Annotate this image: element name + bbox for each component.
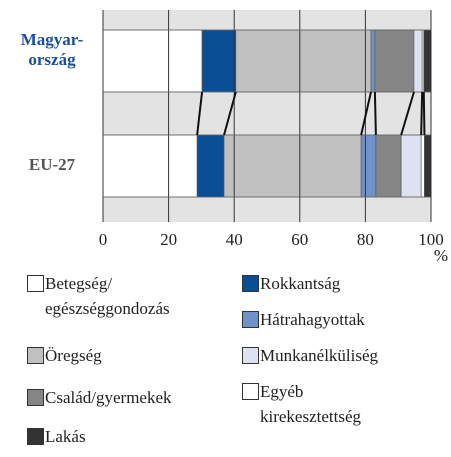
legend-swatch (242, 383, 259, 400)
bar-segment (420, 134, 425, 198)
x-tick-label: 0 (99, 230, 108, 249)
legend-swatch (27, 428, 44, 445)
x-unit: % (434, 246, 448, 265)
legend-label: Öregség (45, 346, 102, 365)
legend-label: Rokkantság (260, 274, 341, 293)
bar-segment (370, 29, 376, 93)
legend-label: Lakás (45, 427, 86, 446)
connector (196, 91, 204, 136)
legend-swatch (27, 389, 44, 406)
bar-segment (375, 134, 402, 198)
category-label: EU-27 (28, 155, 76, 174)
legend-label: Betegség/ egészséggondozás (45, 274, 170, 318)
connector (360, 91, 372, 136)
bar-segment (360, 134, 377, 198)
x-tick-label: 60 (291, 230, 308, 249)
bar-segment (196, 134, 225, 198)
connector (223, 91, 237, 136)
connector (400, 91, 415, 136)
bar-segment (413, 29, 423, 93)
bar-segment (400, 134, 422, 198)
bar-segment (235, 29, 372, 93)
legend-label: Család/gyermekek (45, 388, 172, 407)
legend-swatch (27, 275, 44, 292)
legend-label: Hátrahagyottak (260, 310, 365, 329)
connector (422, 91, 426, 136)
x-tick-label: 40 (226, 230, 243, 249)
x-tick-label: 100 (418, 230, 444, 249)
connector (420, 91, 424, 136)
connector (373, 91, 377, 136)
x-tick-label: 20 (160, 230, 177, 249)
x-tick-label: 80 (357, 230, 374, 249)
legend-swatch (242, 275, 259, 292)
legend-swatch (27, 347, 44, 364)
bar-segment (223, 134, 362, 198)
category-label: Magyar- ország (20, 30, 84, 69)
bar-segment (374, 29, 415, 93)
bar-segment (102, 134, 198, 198)
legend-swatch (242, 311, 259, 328)
bar-segment (423, 29, 432, 93)
legend-label: Munkanélküliség (260, 346, 379, 365)
legend-label: Egyéb kirekesztettség (260, 382, 362, 426)
bar-segment (424, 134, 432, 198)
legend-swatch (242, 347, 259, 364)
bar-segment (201, 29, 237, 93)
bar-segment (102, 29, 203, 93)
